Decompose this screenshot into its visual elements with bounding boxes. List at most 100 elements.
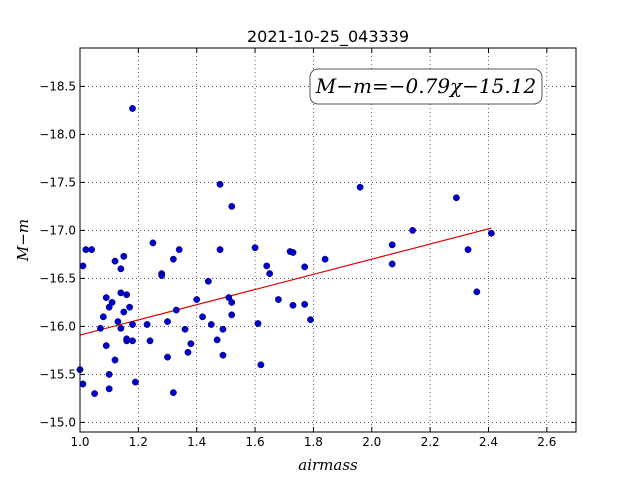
data-point [105, 385, 113, 393]
plot-frame [79, 47, 577, 433]
data-point [132, 378, 139, 386]
data-point [388, 241, 396, 249]
data-point [82, 246, 90, 254]
fit-equation-box: M−m=−0.79χ−15.12 [309, 68, 543, 105]
x-tick-label: 2.2 [421, 435, 440, 449]
x-tick-label: 2.6 [537, 435, 556, 449]
x-tick-label: 1.2 [129, 435, 148, 449]
x-tick-label: 2.4 [479, 435, 498, 449]
data-point [184, 348, 192, 356]
data-point [356, 183, 364, 191]
data-point [487, 229, 495, 237]
data-point [117, 324, 125, 332]
data-point [120, 252, 128, 260]
data-point [251, 244, 259, 252]
data-point [181, 325, 189, 333]
y-tick-label: −17.5 [39, 175, 76, 189]
equation-box-frame [309, 68, 543, 105]
data-point [129, 105, 136, 112]
data-point [164, 318, 171, 325]
y-tick-labels: −15.0 −15.5 −16.0 −16.5 −17.0 −17.5 −18.0 −18.5 [39, 79, 76, 429]
data-point [228, 202, 236, 210]
data-point [216, 246, 224, 254]
data-point [464, 246, 472, 254]
data-point [219, 325, 227, 333]
data-points [76, 105, 495, 397]
x-tick-label: 2.0 [362, 435, 381, 449]
data-point [114, 318, 122, 325]
data-point [97, 324, 104, 332]
y-tick-label: −18.0 [39, 127, 76, 141]
data-point [257, 361, 265, 369]
y-tick-label: −15.5 [39, 367, 76, 381]
data-point [149, 239, 157, 247]
data-point [111, 356, 119, 364]
data-point [388, 260, 396, 268]
data-point [126, 303, 134, 311]
data-point [129, 321, 136, 328]
data-point [199, 313, 206, 321]
data-point [274, 296, 282, 303]
data-point [169, 389, 177, 397]
data-point [175, 246, 183, 254]
x-tick-labels: 1.0 1.2 1.4 1.6 1.8 2.0 2.2 2.4 2.6 [70, 435, 556, 449]
data-point [129, 337, 136, 345]
data-point [105, 370, 113, 378]
data-point [193, 296, 201, 303]
data-point [204, 277, 212, 285]
x-axis-label: airmass [298, 456, 358, 474]
data-point [88, 246, 96, 254]
data-point [266, 270, 274, 277]
data-point [79, 380, 87, 388]
data-point [164, 353, 171, 361]
data-point [213, 336, 221, 344]
data-point [409, 226, 417, 234]
data-point [301, 300, 309, 308]
y-tick-label: −18.5 [39, 79, 76, 93]
data-point [111, 257, 119, 265]
data-point [158, 272, 166, 279]
grid-lines [79, 48, 576, 432]
data-point [123, 335, 131, 343]
data-point [117, 265, 125, 273]
data-point [473, 288, 481, 296]
data-point [172, 306, 180, 314]
data-point [102, 342, 110, 349]
data-point [289, 249, 297, 256]
y-tick-label: −17.0 [39, 223, 76, 237]
y-tick-label: −16.5 [39, 271, 76, 285]
data-point [207, 321, 215, 328]
x-tick-label: 1.0 [70, 435, 89, 449]
data-point [321, 255, 329, 263]
fit-line [79, 227, 492, 336]
data-point [219, 351, 227, 359]
data-point [228, 298, 236, 306]
data-point [102, 294, 110, 301]
data-point [187, 340, 195, 348]
fit-equation-text: M−m=−0.79χ−15.12 [315, 74, 536, 98]
data-point [216, 180, 224, 188]
y-tick-label: −15.0 [39, 415, 76, 429]
x-tick-label: 1.4 [187, 435, 206, 449]
data-point [228, 311, 236, 319]
data-point [263, 262, 271, 270]
data-point [146, 337, 154, 345]
chart-title: 2021-10-25_043339 [247, 27, 409, 47]
plot-background [80, 48, 576, 432]
data-point [117, 289, 125, 297]
data-point [123, 291, 131, 299]
x-tick-label: 1.6 [246, 435, 265, 449]
data-point [254, 320, 262, 327]
data-point [301, 263, 309, 271]
data-point [79, 262, 87, 270]
data-point [289, 301, 297, 309]
data-point [91, 390, 98, 397]
fit-line-group [79, 227, 492, 336]
data-point [99, 313, 107, 321]
data-point [108, 298, 116, 306]
data-point [307, 316, 314, 324]
data-point [143, 321, 151, 328]
data-point [169, 255, 177, 263]
y-tick-label: −16.0 [39, 319, 76, 333]
